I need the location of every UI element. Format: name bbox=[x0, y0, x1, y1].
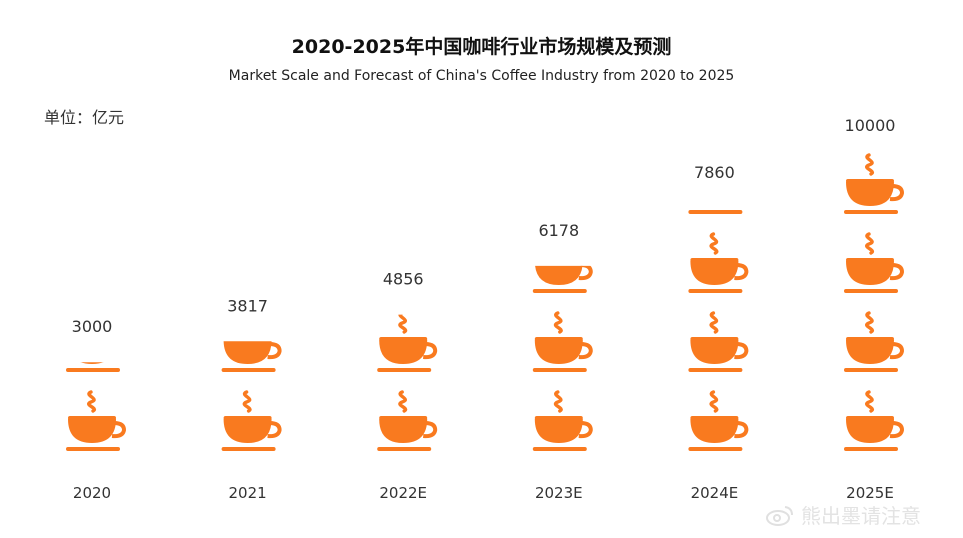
coffee-cup-icon bbox=[844, 390, 905, 451]
value-label: 10000 bbox=[845, 116, 896, 135]
column-2023E: 6178 2023E bbox=[532, 221, 593, 502]
coffee-cup-icon bbox=[844, 232, 905, 293]
category-label: 2024E bbox=[691, 484, 739, 502]
column-2021: 3817 2021 bbox=[221, 296, 282, 502]
coffee-cup-icon-partial bbox=[221, 341, 282, 372]
coffee-cup-icon-partial bbox=[532, 265, 593, 293]
watermark: 熊出墨请注意 bbox=[765, 500, 921, 529]
value-label: 6178 bbox=[538, 221, 579, 240]
value-label: 7860 bbox=[694, 163, 735, 182]
coffee-cup-icon bbox=[66, 390, 127, 451]
coffee-cup-icon bbox=[532, 390, 593, 451]
value-label: 4856 bbox=[383, 270, 424, 289]
category-label: 2020 bbox=[73, 484, 111, 502]
coffee-cup-partial-wrap bbox=[532, 265, 593, 293]
unit-label: 单位：亿元 bbox=[44, 108, 125, 127]
column-2025E: 10000 2025E bbox=[844, 116, 905, 502]
category-label: 2022E bbox=[379, 484, 427, 502]
coffee-cup-partial-wrap bbox=[66, 362, 120, 372]
weibo-icon bbox=[766, 505, 793, 526]
column-2020: 3000 2020 bbox=[66, 317, 127, 502]
coffee-cup-icon bbox=[532, 311, 593, 372]
column-2024E: 7860 2024E bbox=[688, 163, 749, 502]
coffee-cup-icon bbox=[844, 311, 905, 372]
coffee-cup-icon-partial bbox=[66, 362, 120, 372]
value-label: 3000 bbox=[72, 317, 113, 336]
coffee-cup-partial-wrap bbox=[221, 341, 282, 372]
category-label: 2023E bbox=[535, 484, 583, 502]
coffee-cup-icon bbox=[688, 232, 749, 293]
coffee-cup-icon bbox=[377, 390, 438, 451]
coffee-cup-icon-partial bbox=[688, 210, 743, 214]
chart-subtitle: Market Scale and Forecast of China's Cof… bbox=[228, 68, 735, 84]
chart-title: 2020-2025年中国咖啡行业市场规模及预测 bbox=[291, 36, 672, 58]
coffee-cup-icon bbox=[688, 390, 749, 451]
category-label: 2025E bbox=[846, 484, 894, 502]
coffee-cup-icon bbox=[844, 153, 905, 214]
column-2022E: 4856 2022E bbox=[377, 270, 438, 502]
coffee-cup-icon-partial bbox=[377, 314, 438, 372]
coffee-cup-partial-wrap bbox=[688, 210, 743, 214]
coffee-cup-partial-wrap bbox=[377, 314, 438, 372]
coffee-cup-icon bbox=[221, 390, 282, 451]
value-label: 3817 bbox=[227, 296, 268, 315]
category-label: 2021 bbox=[229, 484, 267, 502]
coffee-cup-icon bbox=[688, 311, 749, 372]
watermark-text: 熊出墨请注意 bbox=[801, 504, 921, 528]
